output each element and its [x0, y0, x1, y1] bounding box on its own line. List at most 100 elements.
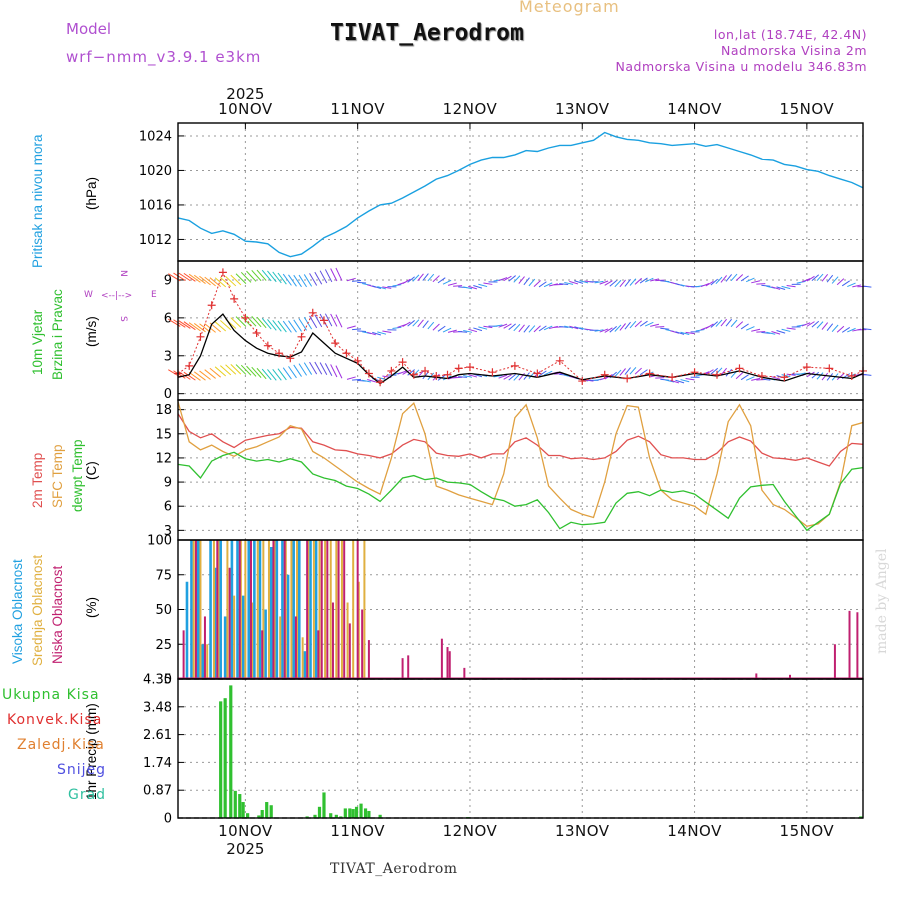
wind-arrow — [178, 272, 191, 282]
temp-series-line-1 — [177, 401, 864, 527]
wind-arrow — [619, 368, 626, 376]
wind-arrow — [309, 315, 318, 329]
wind-arrow — [272, 320, 282, 332]
top-date-tick: 15NOV — [780, 100, 835, 118]
y-tick-label: 9 — [164, 476, 172, 491]
wind-arrow — [554, 373, 564, 375]
wind-gust-marker — [275, 349, 284, 358]
wind-gust-marker — [533, 369, 542, 378]
precip-bar — [351, 809, 355, 818]
wind-arrow — [447, 376, 457, 380]
wind-arrow — [246, 365, 257, 377]
wind-arrow — [298, 318, 307, 331]
precip-bar — [246, 813, 250, 818]
wind-arrow — [319, 362, 328, 376]
precip-legend-freezing: Zaledj.Kisa — [17, 737, 105, 753]
wind-arrow — [178, 320, 191, 329]
wind-arrow — [831, 276, 839, 284]
wind-arrow — [214, 277, 227, 288]
wind-arrow — [473, 327, 483, 332]
wind-arrow — [402, 321, 411, 327]
wind-arrow — [478, 283, 488, 288]
wind-arrow — [367, 331, 377, 336]
wind-arrow — [781, 374, 791, 378]
wind-arrow — [624, 321, 631, 330]
wind-arrow — [427, 273, 435, 282]
wind-arrow — [293, 274, 302, 288]
top-date-tick: 13NOV — [555, 100, 610, 118]
precip-bar — [229, 685, 233, 818]
wind-arrow — [493, 375, 503, 378]
wind-gust-marker — [263, 341, 272, 350]
wind-arrow — [352, 280, 362, 282]
wind-arrow — [473, 284, 483, 289]
wind-arrow — [816, 372, 824, 380]
wind-gust-marker — [319, 316, 328, 325]
wind-arrow — [523, 324, 530, 333]
wind-arrow — [267, 270, 277, 283]
wind-arrow — [324, 363, 333, 376]
wind-gust-marker — [735, 364, 744, 373]
wind-arrow — [821, 322, 829, 330]
wind-arrow — [288, 320, 297, 333]
wind-arrow — [847, 282, 856, 288]
wind-gust-marker — [376, 378, 385, 387]
wind-arrow — [811, 320, 820, 328]
wind-arrow — [437, 325, 446, 332]
wind-arrow — [826, 373, 834, 381]
wind-arrow — [483, 325, 493, 329]
precip-bar — [265, 802, 269, 818]
wind-arrow — [503, 275, 512, 282]
wind-arrow — [564, 281, 574, 285]
wind-arrow — [298, 274, 307, 288]
footer-station: TIVAT_Aerodrom — [330, 861, 458, 877]
y-tick-label: 0 — [164, 812, 172, 827]
wind-arrow — [862, 285, 872, 288]
wind-arrow — [298, 363, 307, 376]
wind-arrow — [293, 364, 302, 377]
wind-arrow — [188, 371, 201, 381]
wind-arrow — [225, 364, 237, 375]
wind-arrow — [513, 373, 521, 381]
y-tick-label: 18 — [155, 403, 172, 418]
wind-gust-marker — [353, 356, 362, 365]
precip-bar — [334, 814, 338, 818]
precip-bar — [354, 806, 359, 818]
wind-arrow — [680, 379, 690, 383]
wind-gust-marker — [600, 370, 609, 379]
wind-arrow — [173, 272, 186, 282]
wind-arrow — [644, 321, 654, 327]
precip-legend-total: Ukupna Kisa — [2, 687, 100, 703]
wind-arrow — [468, 285, 478, 290]
wind-arrow — [609, 326, 617, 333]
meteogram-label: Meteogram — [519, 0, 620, 16]
y-tick-label: 2.61 — [143, 728, 172, 743]
wind-arrow — [240, 271, 252, 283]
wind-arrow — [458, 376, 468, 378]
wind-arrow — [634, 367, 642, 375]
wind-arrow — [463, 329, 473, 333]
wind-gust-marker — [342, 349, 351, 358]
wind-gust-marker — [454, 364, 463, 373]
wind-arrow — [740, 374, 749, 381]
wind-arrow — [660, 378, 670, 381]
wind-arrow — [740, 323, 749, 330]
wind-arrow — [183, 371, 196, 381]
wind-arrow — [781, 285, 791, 290]
wind-gust-marker — [443, 370, 452, 379]
wind-arrow — [372, 285, 382, 290]
y-tick-label: 6 — [164, 311, 172, 326]
wind-gust-marker — [421, 366, 430, 375]
wind-arrow — [367, 379, 377, 383]
bottom-date-tick: 15NOV — [780, 822, 835, 840]
wind-arrow — [256, 316, 267, 329]
y-tick-label: 3 — [164, 524, 172, 539]
wind-arrow — [715, 276, 723, 285]
wind-arrow — [214, 366, 227, 377]
precip-bar — [219, 701, 223, 818]
wind-arrow — [836, 278, 845, 286]
bottom-date-tick: 13NOV — [555, 822, 610, 840]
wind-arrow — [761, 284, 771, 287]
wind-arrow — [225, 276, 237, 287]
wind-gust-marker — [241, 313, 250, 322]
